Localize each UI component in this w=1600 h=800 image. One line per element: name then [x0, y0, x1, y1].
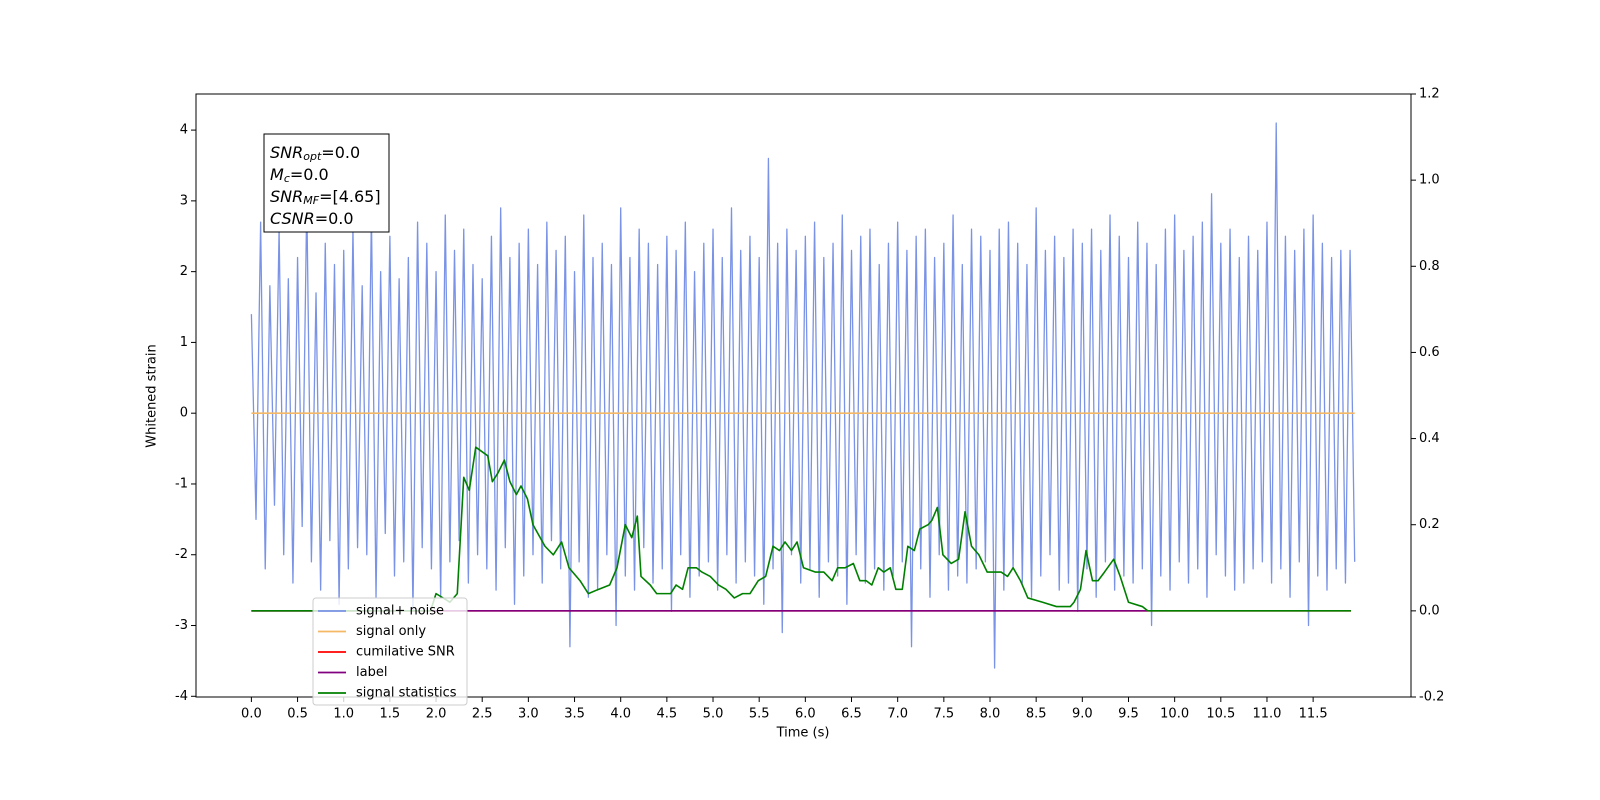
x-tick-label: 9.5: [1118, 707, 1139, 722]
y-axis-label: Whitened strain: [145, 344, 160, 447]
x-tick-label: 5.0: [703, 707, 724, 722]
annotation-base: CSNR: [270, 209, 315, 228]
annotation-text: Mc=0.0: [270, 165, 329, 186]
plot-frame: [195, 93, 1412, 698]
y2-tick-label: 0.6: [1419, 345, 1440, 360]
annotation-sub: MF: [303, 194, 319, 207]
y-tick-label: -2: [175, 547, 188, 562]
annotation-base: M: [270, 165, 284, 184]
y2-tick-label: 0.0: [1419, 603, 1440, 618]
x-tick-label: 6.0: [795, 707, 816, 722]
annotation-frame: [263, 133, 390, 233]
y-tick-label: 4: [180, 123, 188, 138]
x-tick-label: 6.5: [841, 707, 862, 722]
x-tick-label: 4.0: [610, 707, 631, 722]
legend-label: signal+ noise: [356, 604, 444, 619]
annotation-value: =0.0: [321, 143, 360, 162]
x-tick-label: 11.5: [1299, 707, 1328, 722]
x-tick-label: 2.5: [472, 707, 493, 722]
x-tick-label: 10.5: [1206, 707, 1235, 722]
x-tick-label: 7.0: [887, 707, 908, 722]
annotation-value: =0.0: [290, 165, 329, 184]
annotation-value: =[4.65]: [319, 187, 381, 206]
x-tick-label: 3.0: [518, 707, 539, 722]
legend-label: signal only: [356, 624, 426, 639]
x-tick-label: 11.0: [1252, 707, 1281, 722]
y2-tick-label: 0.4: [1419, 431, 1440, 446]
legend-label: cumilative SNR: [356, 645, 455, 660]
annotation-base: SNR: [270, 187, 303, 206]
annotation-text: SNRopt=0.0: [270, 143, 360, 164]
x-tick-label: 5.5: [749, 707, 770, 722]
annotation-value: =0.0: [315, 209, 354, 228]
y2-tick-label: 1.2: [1419, 87, 1440, 102]
legend-label: label: [356, 665, 387, 680]
y-tick-label: 1: [180, 335, 188, 350]
legend-label: signal statistics: [356, 686, 457, 701]
y2-tick-label: 1.0: [1419, 173, 1440, 188]
y-tick-label: -1: [175, 476, 188, 491]
x-tick-label: 3.5: [564, 707, 585, 722]
x-tick-label: 1.5: [380, 707, 401, 722]
y-tick-label: -3: [175, 618, 188, 633]
annotation-sub: c: [284, 172, 290, 185]
annotation-text: SNRMF=[4.65]: [270, 187, 381, 208]
y2-tick-label: 0.8: [1419, 259, 1440, 274]
annotation-text: CSNR=0.0: [270, 209, 354, 228]
x-tick-label: 2.0: [426, 707, 447, 722]
legend: signal+ noise signal only cumilative SNR la…: [312, 597, 468, 706]
annotation-sub: opt: [303, 150, 322, 163]
y-tick-label: 2: [180, 264, 188, 279]
annotation-base: SNR: [270, 143, 303, 162]
y-tick-label: -4: [175, 689, 188, 704]
x-axis-label: Time (s): [776, 726, 830, 741]
x-tick-label: 0.0: [241, 707, 262, 722]
x-tick-label: 7.5: [933, 707, 954, 722]
x-tick-label: 4.5: [657, 707, 678, 722]
y2-tick-label: -0.2: [1419, 690, 1444, 705]
x-tick-label: 8.5: [1026, 707, 1047, 722]
series-line: [250, 122, 1356, 669]
x-tick-label: 8.0: [980, 707, 1001, 722]
x-tick-label: 0.5: [287, 707, 308, 722]
series-line: [251, 446, 1351, 612]
y-tick-label: 3: [180, 193, 188, 208]
x-tick-label: 1.0: [333, 707, 354, 722]
legend-frame: [312, 597, 468, 706]
x-tick-label: 10.0: [1160, 707, 1189, 722]
y-tick-label: 0: [180, 406, 188, 421]
y2-tick-label: 0.2: [1419, 517, 1440, 532]
x-tick-label: 9.0: [1072, 707, 1093, 722]
